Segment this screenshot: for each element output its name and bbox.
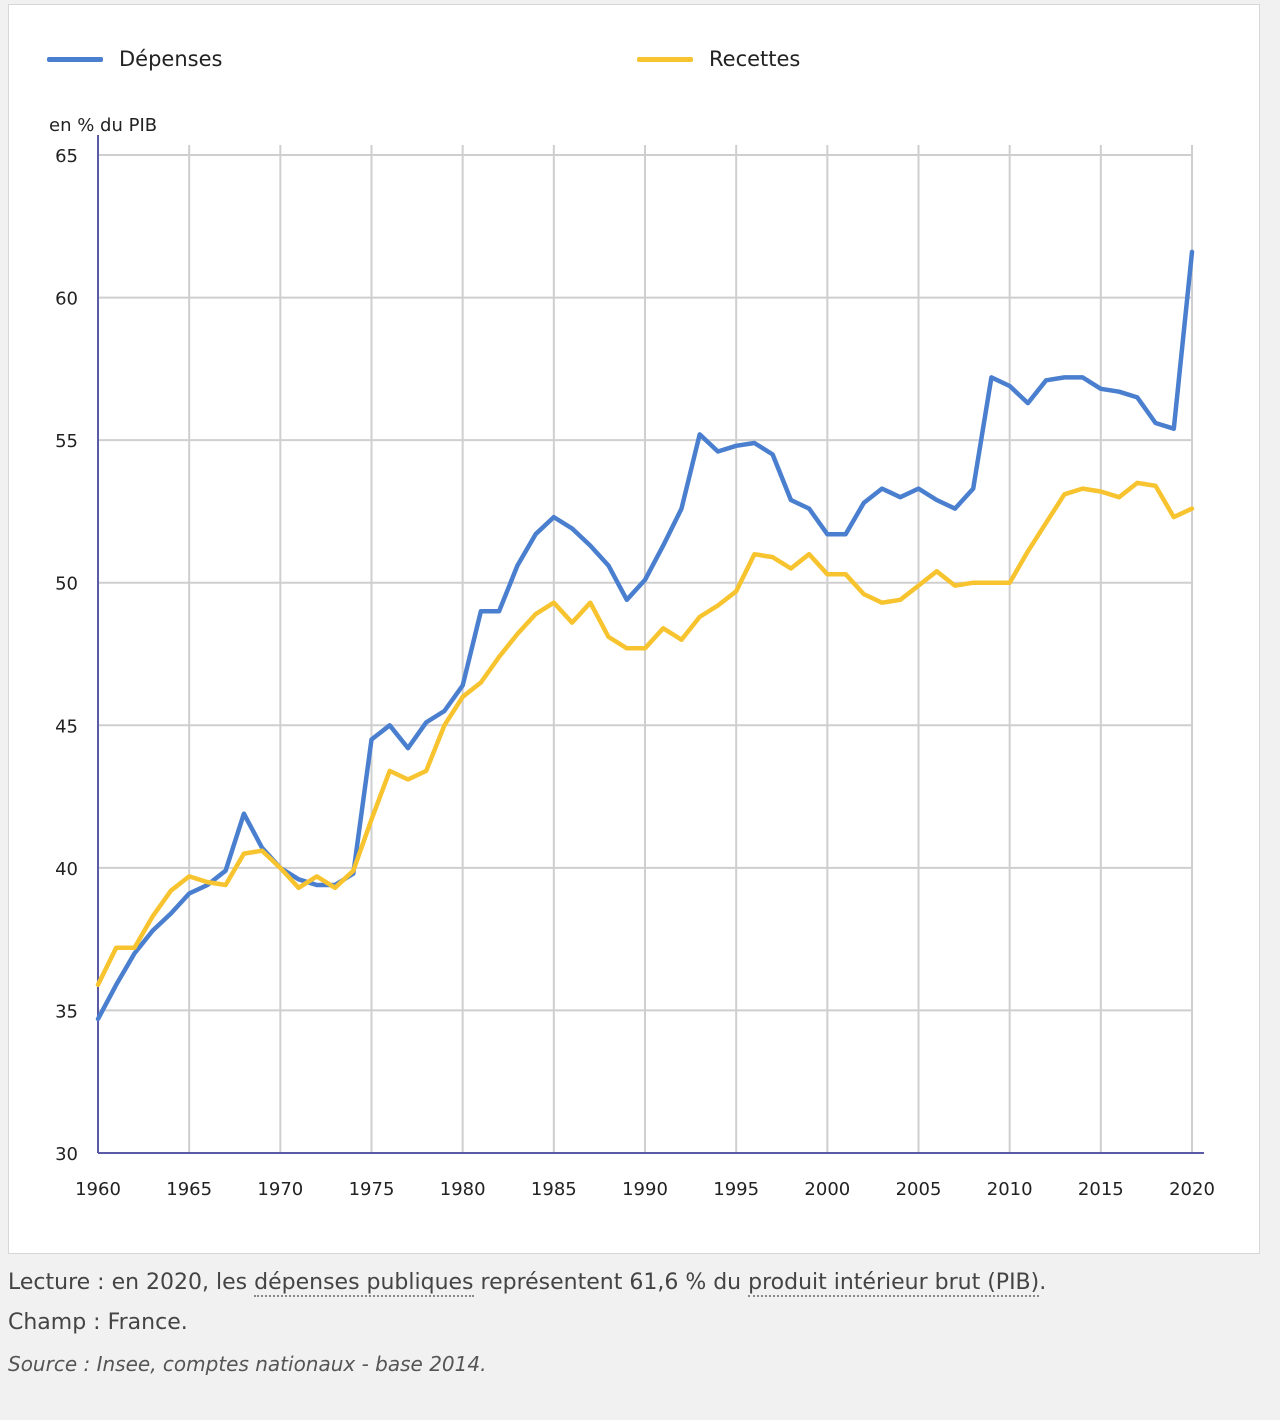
lecture-prefix: Lecture : en 2020, les xyxy=(8,1270,255,1295)
lecture-middle: représentent 61,6 % du xyxy=(473,1270,749,1295)
x-tick-label-2020: 2020 xyxy=(1169,1179,1215,1200)
y-tick-label-50: 50 xyxy=(55,574,78,595)
x-tick-label-1975: 1975 xyxy=(349,1179,395,1200)
footnote-lecture: Lecture : en 2020, les dépenses publique… xyxy=(8,1270,1047,1297)
x-tick-label-2005: 2005 xyxy=(896,1179,942,1200)
x-tick-label-1960: 1960 xyxy=(75,1179,121,1200)
legend-label-recettes: Recettes xyxy=(709,47,801,71)
y-tick-label-65: 65 xyxy=(55,146,78,167)
chart-panel: Dépenses Recettes en % du PIB xyxy=(8,4,1260,1254)
x-tick-label-1980: 1980 xyxy=(440,1179,486,1200)
link-depenses-publiques[interactable]: dépenses publiques xyxy=(254,1270,474,1297)
x-tick-label-1985: 1985 xyxy=(531,1179,577,1200)
link-pib[interactable]: produit intérieur brut (PIB) xyxy=(748,1270,1040,1297)
y-tick-label-45: 45 xyxy=(55,716,78,737)
lecture-suffix: . xyxy=(1039,1270,1047,1295)
legend-swatch-recettes xyxy=(637,57,693,62)
footnote-champ: Champ : France. xyxy=(8,1310,188,1335)
x-tick-label-1970: 1970 xyxy=(257,1179,303,1200)
x-tick-label-2000: 2000 xyxy=(804,1179,850,1200)
x-tick-label-2015: 2015 xyxy=(1078,1179,1124,1200)
legend-swatch-depenses xyxy=(47,57,103,62)
x-tick-label-2010: 2010 xyxy=(987,1179,1033,1200)
y-tick-label-55: 55 xyxy=(55,431,78,452)
line-chart: 30 35 40 45 50 55 60 65 1960 1965 1970 1975 1980 1985… xyxy=(55,135,1215,1200)
x-tick-label-1965: 1965 xyxy=(166,1179,212,1200)
x-tick-label-1995: 1995 xyxy=(713,1179,759,1200)
y-axis-unit-label: en % du PIB xyxy=(49,115,158,136)
footnote-source: Source : Insee, comptes nationaux - base… xyxy=(8,1352,487,1376)
x-tick-label-1990: 1990 xyxy=(622,1179,668,1200)
legend-label-depenses: Dépenses xyxy=(119,47,223,71)
y-tick-label-30: 30 xyxy=(55,1144,78,1165)
y-tick-label-40: 40 xyxy=(55,859,78,880)
y-tick-label-35: 35 xyxy=(55,1001,78,1022)
y-tick-label-60: 60 xyxy=(55,289,78,310)
series-line-recettes xyxy=(95,480,1195,988)
